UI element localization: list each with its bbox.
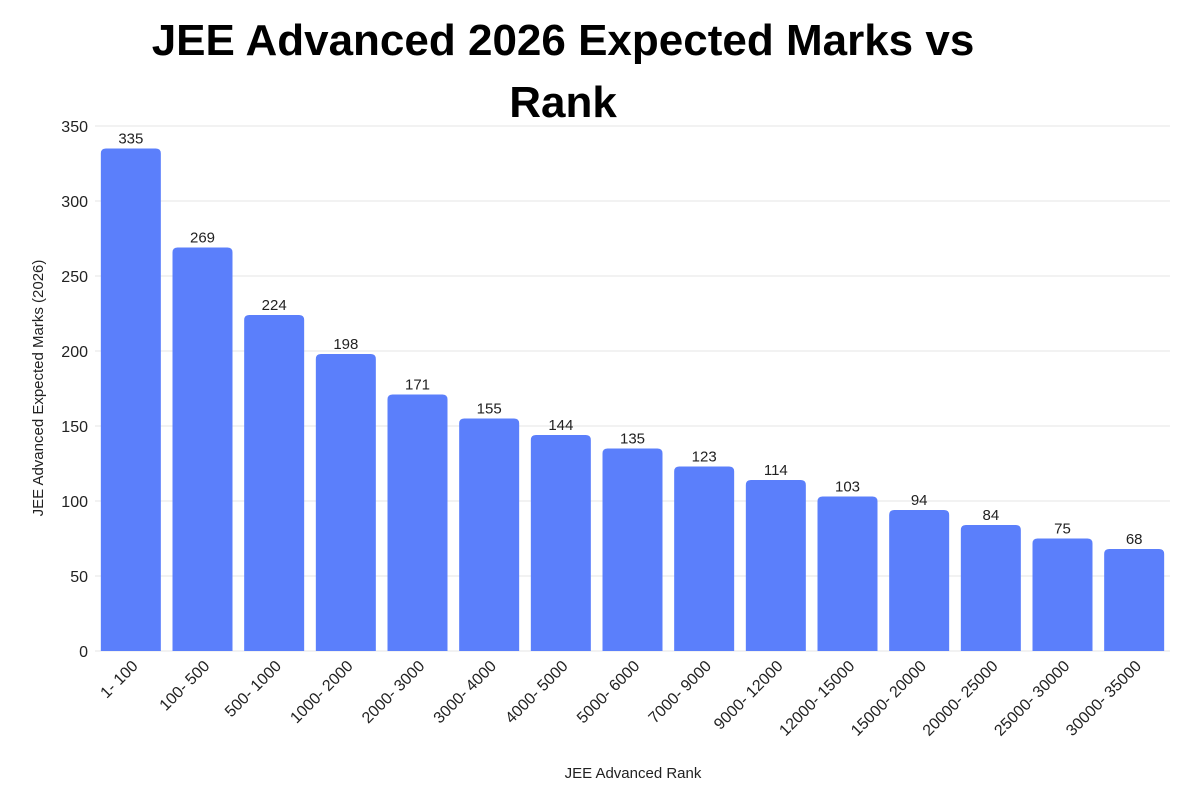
x-tick-label: 9000- 12000 bbox=[711, 658, 787, 734]
x-tick-label: 30000- 35000 bbox=[1063, 658, 1145, 740]
bar bbox=[244, 315, 305, 651]
bars bbox=[100, 148, 1165, 651]
x-tick-label: 7000- 9000 bbox=[646, 658, 715, 727]
data-label: 171 bbox=[405, 377, 430, 394]
bar bbox=[459, 418, 520, 651]
data-label: 269 bbox=[190, 230, 215, 247]
data-label: 135 bbox=[620, 431, 645, 448]
data-labels: 335 269 224 198 171 155 144 135 123 114 103 94 84 75 6… bbox=[118, 131, 1142, 549]
data-label: 198 bbox=[333, 336, 358, 353]
y-tick-label: 0 bbox=[79, 644, 88, 661]
x-tick-label: 20000- 25000 bbox=[920, 658, 1002, 740]
y-tick-label: 50 bbox=[70, 569, 88, 586]
bar bbox=[817, 496, 878, 651]
bar bbox=[100, 148, 161, 651]
x-tick-label: 1000- 2000 bbox=[287, 658, 356, 727]
x-tick-label: 3000- 4000 bbox=[431, 658, 500, 727]
x-tick-label: 2000- 3000 bbox=[359, 658, 428, 727]
x-axis-ticks: 1- 100 100- 500 500- 1000 1000- 2000 2000- 3… bbox=[98, 658, 1146, 740]
bar bbox=[960, 525, 1021, 651]
data-label: 114 bbox=[764, 462, 788, 479]
y-axis-title: JEE Advanced Expected Marks (2026) bbox=[30, 260, 47, 517]
x-tick-label: 25000- 30000 bbox=[991, 658, 1073, 740]
bar bbox=[889, 510, 950, 651]
data-label: 84 bbox=[982, 507, 999, 524]
data-label: 335 bbox=[118, 131, 143, 148]
y-tick-label: 300 bbox=[61, 194, 88, 211]
bar bbox=[602, 448, 663, 651]
data-label: 155 bbox=[477, 401, 502, 418]
chart-title: JEE Advanced 2026 Expected Marks vs Rank bbox=[151, 16, 975, 127]
x-axis-title: JEE Advanced Rank bbox=[565, 765, 702, 782]
y-tick-label: 250 bbox=[61, 269, 88, 286]
x-tick-label: 15000- 20000 bbox=[848, 658, 930, 740]
bar bbox=[674, 466, 735, 651]
x-tick-label: 12000- 15000 bbox=[776, 658, 858, 740]
data-label: 144 bbox=[548, 417, 573, 434]
data-label: 123 bbox=[692, 449, 717, 466]
data-label: 94 bbox=[911, 492, 928, 509]
bar bbox=[387, 394, 448, 651]
bar bbox=[172, 247, 233, 651]
bar bbox=[530, 435, 591, 651]
bar bbox=[315, 354, 376, 651]
x-tick-label: 1- 100 bbox=[98, 658, 142, 702]
y-tick-label: 350 bbox=[61, 119, 88, 136]
y-tick-label: 200 bbox=[61, 344, 88, 361]
x-tick-label: 5000- 6000 bbox=[574, 658, 643, 727]
bar bbox=[1032, 538, 1093, 651]
bar bbox=[745, 480, 806, 651]
data-label: 224 bbox=[262, 297, 287, 314]
y-tick-label: 100 bbox=[61, 494, 88, 511]
y-axis-ticks: 0 50 100 150 200 250 300 350 bbox=[61, 119, 88, 661]
x-tick-label: 4000- 5000 bbox=[502, 658, 571, 727]
data-label: 68 bbox=[1126, 531, 1143, 548]
y-tick-label: 150 bbox=[61, 419, 88, 436]
data-label: 75 bbox=[1054, 521, 1071, 538]
x-tick-label: 500- 1000 bbox=[222, 658, 285, 721]
x-tick-label: 100- 500 bbox=[157, 658, 214, 715]
data-label: 103 bbox=[835, 479, 860, 496]
bar bbox=[1104, 549, 1165, 651]
